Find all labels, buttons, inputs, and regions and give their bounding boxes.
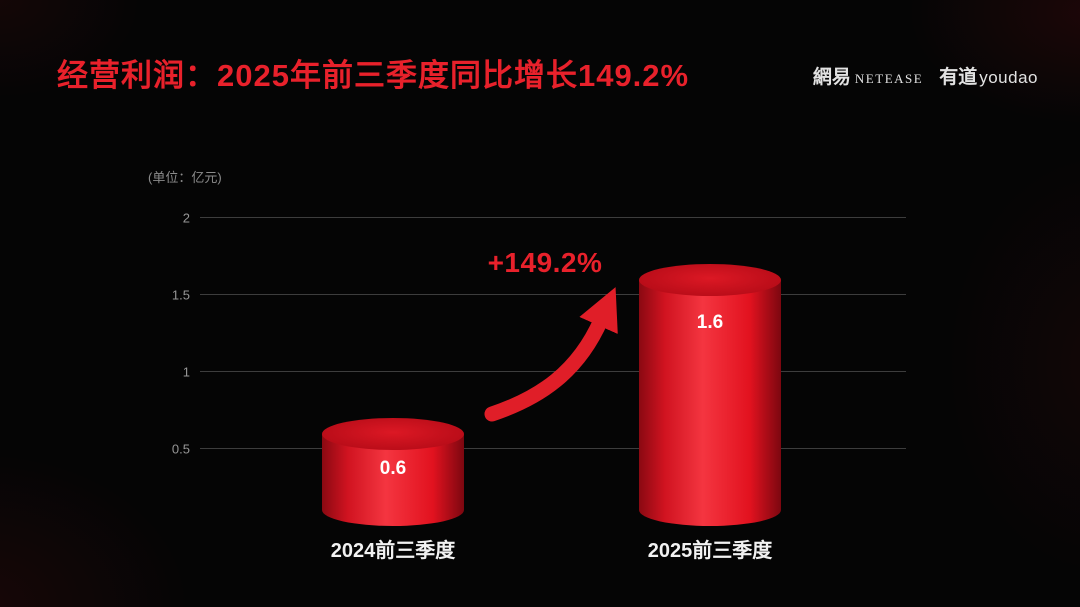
cylinder-top (322, 417, 464, 450)
netease-logo-en: NETEASE (854, 71, 924, 86)
youdao-logo-en: youdao (979, 68, 1038, 87)
gridline: 1.5 (172, 287, 906, 302)
y-tick-label: 1.5 (171, 287, 190, 302)
y-tick-label: 0.5 (171, 441, 190, 456)
growth-annotation: +149.2% (487, 247, 603, 278)
gridline: 2 (183, 210, 906, 225)
y-tick-label: 1 (182, 364, 190, 379)
bar-value-2024: 0.6 (379, 457, 407, 479)
unit-label: (单位：亿元) (148, 170, 222, 185)
netease-logo-cn: 網易 (812, 67, 851, 88)
cylinder-top (639, 263, 781, 296)
bar-2024: 0.6 (322, 417, 464, 526)
brand-logos: 網易 NETEASE 有道 youdao (813, 62, 1038, 89)
gridline: 0.5 (172, 441, 906, 456)
x-label-2024: 2024前三季度 (330, 540, 456, 562)
bar-value-2025: 1.6 (696, 311, 724, 333)
page-title: 经营利润：2025年前三季度同比增长149.2% (57, 58, 690, 93)
gridline: 1 (183, 364, 906, 379)
bar-2025: 1.6 (639, 263, 781, 526)
youdao-logo-cn: 有道 (939, 67, 978, 88)
x-label-2025: 2025前三季度 (647, 540, 773, 562)
y-tick-label: 2 (182, 210, 190, 225)
cylinder-body (639, 279, 781, 526)
